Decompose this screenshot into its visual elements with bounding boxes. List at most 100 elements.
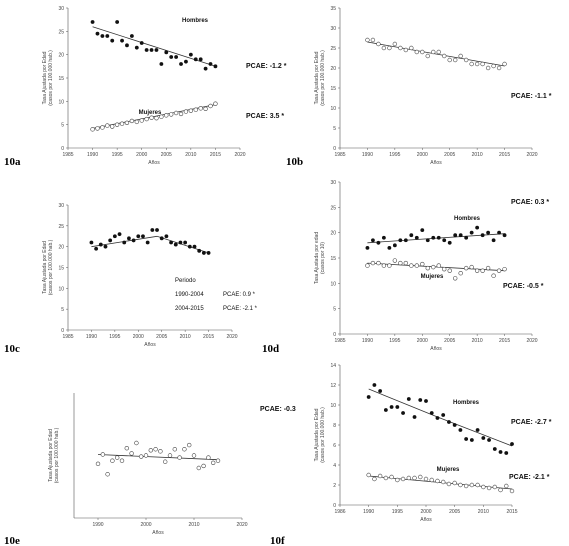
data-point <box>131 238 136 243</box>
y-tick-label: 35 <box>330 6 336 12</box>
data-point <box>485 265 491 271</box>
x-tick-label: 2005 <box>444 338 455 344</box>
x-tick-label: 1990 <box>362 338 373 344</box>
data-point <box>201 463 206 469</box>
x-tick-label: 1990 <box>363 509 374 515</box>
y-tick-label: 15 <box>58 76 64 82</box>
chart-panel-10c: 1985 1990 1995 2000 2005 2010 2015 2020 0 5 10 15 20… <box>4 203 258 355</box>
data-point <box>95 461 101 467</box>
data-point <box>145 240 150 245</box>
data-point <box>105 123 110 128</box>
y-tick-label: 10 <box>330 281 336 287</box>
data-point <box>425 265 430 271</box>
data-point <box>370 260 376 266</box>
data-point <box>491 273 496 278</box>
data-point <box>120 38 124 43</box>
data-point <box>492 484 497 490</box>
x-tick-label: 2010 <box>472 152 483 158</box>
y-tick-label: 25 <box>330 46 336 52</box>
x-tick-label: 1990 <box>362 152 373 158</box>
data-point <box>383 408 388 412</box>
x-axis-title: Años <box>420 517 432 523</box>
data-point <box>403 238 408 243</box>
data-point <box>496 65 502 71</box>
data-point <box>105 472 110 477</box>
data-point <box>89 240 94 245</box>
y-tick-label: 20 <box>58 53 64 59</box>
data-point <box>193 57 198 62</box>
data-point <box>458 482 463 488</box>
data-point <box>469 482 475 488</box>
x-tick-label: 2015 <box>499 338 510 344</box>
data-point <box>125 43 129 48</box>
data-point <box>150 228 155 232</box>
segment-pcae: PCAE: 0.9 * <box>223 292 256 298</box>
data-point <box>164 113 169 118</box>
panel-label: 10e <box>4 535 20 546</box>
y-axis-subtitle: (casos por 100.000 hab.) <box>48 50 54 106</box>
trend-line <box>368 388 513 447</box>
x-tick-label: 1985 <box>334 338 345 344</box>
data-point <box>134 45 139 50</box>
x-tick-label: 1990 <box>86 334 97 340</box>
data-point <box>458 428 463 432</box>
data-point <box>403 260 409 266</box>
data-point <box>117 232 122 237</box>
data-point <box>453 57 458 63</box>
y-tick-label: 2 <box>333 483 336 489</box>
data-point <box>424 399 428 403</box>
data-point <box>429 411 434 415</box>
data-point <box>188 108 194 113</box>
data-point <box>420 228 425 233</box>
data-point <box>164 234 169 239</box>
data-point <box>103 244 108 249</box>
x-tick-label: 1995 <box>109 334 120 340</box>
x-tick-label: 2020 <box>236 522 247 528</box>
panel-label: 10f <box>270 535 285 546</box>
data-point <box>95 126 100 131</box>
data-point <box>485 65 491 71</box>
data-point <box>184 59 188 64</box>
data-point <box>154 48 159 52</box>
x-tick-label: 1985 <box>62 152 73 158</box>
data-point <box>464 235 469 240</box>
data-point <box>376 260 381 266</box>
data-point <box>155 228 159 232</box>
data-point <box>105 34 110 38</box>
data-point <box>163 459 168 464</box>
y-tick-label: 0 <box>61 146 64 152</box>
data-point <box>183 240 188 245</box>
data-point <box>172 447 178 452</box>
series-main: PCAE: -0.3 <box>95 406 296 477</box>
data-point <box>159 62 164 66</box>
data-point <box>491 238 496 243</box>
data-point <box>178 240 183 245</box>
x-tick-label: 1995 <box>389 338 400 344</box>
series-main <box>89 228 211 255</box>
y-tick-label: 25 <box>58 29 64 35</box>
data-point <box>153 447 158 452</box>
chart-panel-10d: 1985 1990 1995 2000 2005 2010 2015 2020 0 5 10 15 20… <box>262 180 549 355</box>
data-point <box>400 476 406 482</box>
data-point <box>174 55 179 59</box>
data-point <box>403 47 409 53</box>
y-tick-label: 6 <box>333 443 336 449</box>
data-point <box>447 420 451 424</box>
data-point <box>192 244 197 249</box>
data-point <box>436 235 441 240</box>
x-tick-label: 2020 <box>526 338 537 344</box>
y-tick-label: 14 <box>330 363 336 369</box>
x-tick-label: 2015 <box>210 152 221 158</box>
data-point <box>129 451 134 456</box>
x-tick-label: 1995 <box>392 509 403 515</box>
data-point <box>480 61 485 67</box>
data-point <box>392 258 398 263</box>
x-tick-label: 2000 <box>133 334 144 340</box>
data-point <box>497 230 501 235</box>
data-point <box>474 268 480 273</box>
data-point <box>188 52 193 57</box>
data-point <box>469 61 474 67</box>
data-point <box>510 442 514 446</box>
y-tick-label: 10 <box>58 99 64 105</box>
x-tick-label: 2005 <box>156 334 167 340</box>
